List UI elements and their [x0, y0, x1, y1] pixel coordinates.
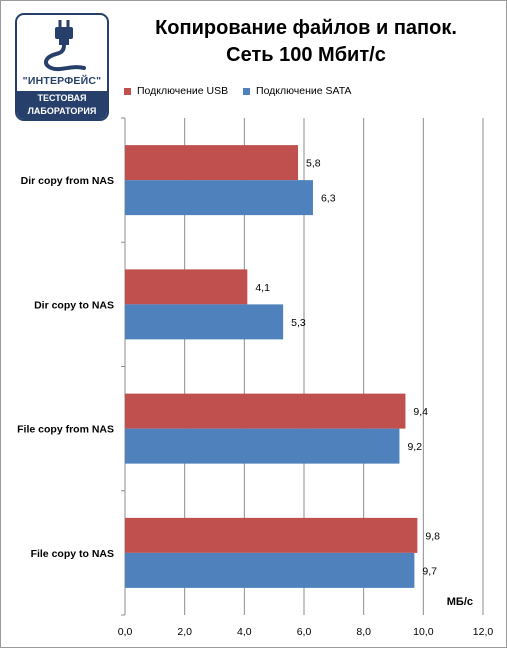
bar-0-0	[125, 145, 299, 181]
category-label-2: File copy from NAS	[17, 424, 114, 436]
data-label-0-3: 9,8	[425, 530, 440, 542]
bar-0-2	[125, 393, 406, 429]
bar-0-1	[125, 269, 248, 305]
data-label-1-3: 9,7	[422, 565, 437, 577]
data-label-1-0: 6,3	[321, 193, 336, 205]
legend-label-usb: Подключение USB	[137, 85, 229, 97]
logo: "ИНТЕРФЕЙС" ТЕСТОВАЯ ЛАБОРАТОРИЯ	[15, 13, 109, 121]
connector-plug-icon	[43, 20, 86, 72]
data-label-0-1: 4,1	[255, 282, 270, 294]
legend: Подключение USB Подключение SATA	[124, 85, 363, 99]
logo-name: "ИНТЕРФЕЙС"	[22, 75, 102, 87]
chart-title-line2: Сеть 100 Мбит/с	[226, 44, 386, 66]
chart-title-line1: Копирование файлов и папок.	[155, 17, 457, 39]
legend-swatch-sata	[243, 87, 251, 95]
x-tick-label-0: 0,0	[118, 626, 133, 638]
logo-band-line2: ЛАБОРАТОРИЯ	[27, 106, 97, 116]
category-label-1: Dir copy to NAS	[34, 299, 114, 311]
bar-1-3	[125, 552, 415, 588]
legend-item-usb: Подключение USB	[124, 85, 228, 97]
logo-band: ТЕСТОВАЯ ЛАБОРАТОРИЯ	[17, 91, 107, 119]
data-label-1-2: 9,2	[407, 441, 422, 453]
x-tick-label-6: 12,0	[473, 626, 494, 638]
bar-1-0	[125, 180, 313, 216]
x-tick-label-3: 6,0	[297, 626, 312, 638]
category-label-3: File copy to NAS	[31, 548, 114, 560]
bar-1-1	[125, 304, 284, 340]
legend-item-sata: Подключение SATA	[243, 85, 351, 97]
legend-label-sata: Подключение SATA	[256, 85, 352, 97]
data-label-0-0: 5,8	[306, 158, 321, 170]
legend-swatch-usb	[124, 87, 131, 95]
category-label-0: Dir copy from NAS	[21, 175, 114, 187]
logo-band-line1: ТЕСТОВАЯ	[37, 93, 87, 103]
data-label-0-2: 9,4	[413, 406, 428, 418]
x-tick-label-5: 10,0	[413, 626, 434, 638]
bar-1-2	[125, 428, 400, 464]
x-tick-label-4: 8,0	[356, 626, 371, 638]
x-tick-label-2: 4,0	[237, 626, 252, 638]
x-tick-label-1: 2,0	[177, 626, 192, 638]
chart-title: Копирование файлов и папок. Сеть 100 Мби…	[111, 15, 501, 69]
bar-0-3	[125, 517, 418, 553]
data-label-1-1: 5,3	[291, 317, 306, 329]
x-axis-unit-label: МБ/с	[447, 596, 473, 608]
